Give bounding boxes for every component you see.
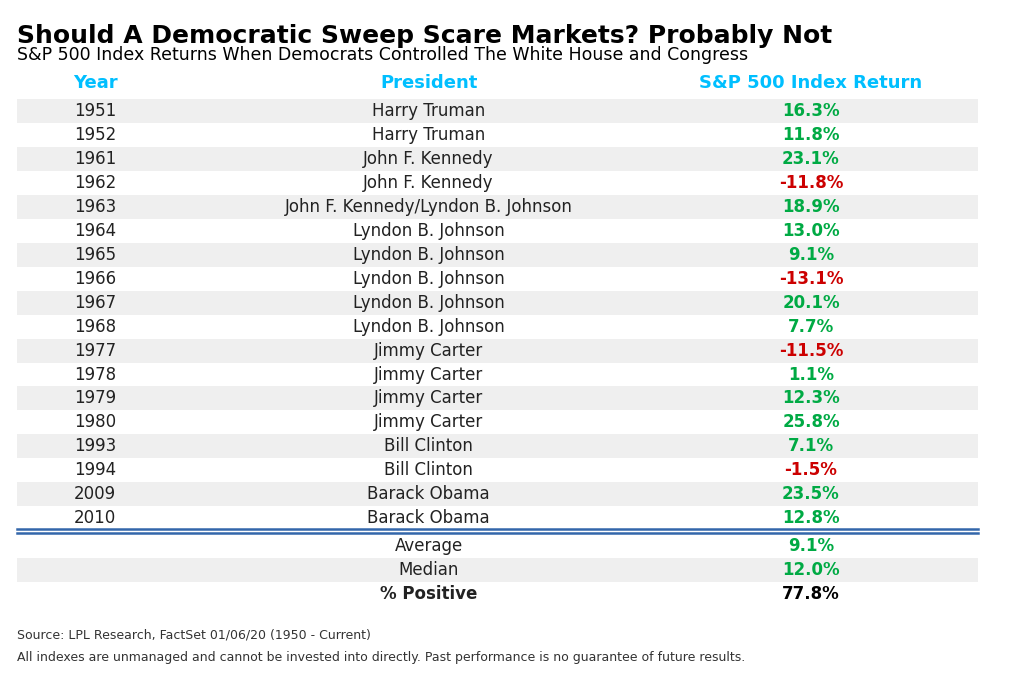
Text: Lyndon B. Johnson: Lyndon B. Johnson <box>352 318 505 335</box>
Text: 1966: 1966 <box>74 270 117 288</box>
Text: Source: LPL Research, FactSet 01/06/20 (1950 - Current): Source: LPL Research, FactSet 01/06/20 (… <box>16 628 371 641</box>
Text: Harry Truman: Harry Truman <box>372 126 485 144</box>
Text: Lyndon B. Johnson: Lyndon B. Johnson <box>352 222 505 240</box>
Bar <box>16 339 978 363</box>
Text: 1993: 1993 <box>74 437 117 456</box>
Bar <box>16 123 978 147</box>
Bar <box>16 243 978 267</box>
Bar <box>16 291 978 315</box>
Text: 13.0%: 13.0% <box>782 222 840 240</box>
Bar <box>16 506 978 530</box>
Bar <box>16 558 978 582</box>
Text: 1965: 1965 <box>74 246 117 264</box>
Text: 1961: 1961 <box>74 150 117 168</box>
Text: 1967: 1967 <box>74 294 117 311</box>
Text: % Positive: % Positive <box>380 585 477 603</box>
Text: Year: Year <box>73 73 118 92</box>
Text: 1978: 1978 <box>74 366 117 383</box>
Bar <box>16 219 978 243</box>
Text: 77.8%: 77.8% <box>782 585 840 603</box>
Text: Should A Democratic Sweep Scare Markets? Probably Not: Should A Democratic Sweep Scare Markets?… <box>16 24 831 48</box>
Text: 1963: 1963 <box>74 198 117 216</box>
Bar <box>16 315 978 339</box>
Text: President: President <box>380 73 477 92</box>
Text: -11.5%: -11.5% <box>779 342 843 359</box>
Text: Harry Truman: Harry Truman <box>372 102 485 120</box>
Text: Jimmy Carter: Jimmy Carter <box>374 366 483 383</box>
Text: All indexes are unmanaged and cannot be invested into directly. Past performance: All indexes are unmanaged and cannot be … <box>16 651 745 664</box>
Text: Barack Obama: Barack Obama <box>368 509 489 527</box>
Bar <box>16 386 978 410</box>
Text: 11.8%: 11.8% <box>782 126 840 144</box>
Text: -1.5%: -1.5% <box>784 461 838 480</box>
Text: 12.0%: 12.0% <box>782 561 840 579</box>
Text: 1968: 1968 <box>74 318 117 335</box>
Text: Jimmy Carter: Jimmy Carter <box>374 390 483 407</box>
Text: -13.1%: -13.1% <box>778 270 843 288</box>
Text: Median: Median <box>398 561 459 579</box>
Bar <box>16 410 978 434</box>
Text: 1.1%: 1.1% <box>788 366 834 383</box>
Text: 1962: 1962 <box>74 174 117 192</box>
Text: 7.1%: 7.1% <box>787 437 834 456</box>
Text: 2009: 2009 <box>74 485 117 503</box>
Text: Lyndon B. Johnson: Lyndon B. Johnson <box>352 294 505 311</box>
Text: 16.3%: 16.3% <box>782 102 840 120</box>
Bar <box>16 172 978 195</box>
Text: Bill Clinton: Bill Clinton <box>384 437 473 456</box>
Text: 23.5%: 23.5% <box>782 485 840 503</box>
Bar <box>16 147 978 172</box>
Bar <box>16 267 978 291</box>
Bar <box>16 99 978 123</box>
Text: -11.8%: -11.8% <box>779 174 843 192</box>
Bar <box>16 482 978 506</box>
Text: 12.3%: 12.3% <box>782 390 840 407</box>
Bar <box>16 195 978 219</box>
Text: 2010: 2010 <box>74 509 117 527</box>
Text: 20.1%: 20.1% <box>782 294 840 311</box>
Text: S&P 500 Index Returns When Democrats Controlled The White House and Congress: S&P 500 Index Returns When Democrats Con… <box>16 46 748 64</box>
Text: 1951: 1951 <box>74 102 117 120</box>
Bar <box>16 363 978 386</box>
Text: Lyndon B. Johnson: Lyndon B. Johnson <box>352 246 505 264</box>
Text: 1979: 1979 <box>74 390 117 407</box>
Text: 1964: 1964 <box>74 222 117 240</box>
Text: Lyndon B. Johnson: Lyndon B. Johnson <box>352 270 505 288</box>
Text: 23.1%: 23.1% <box>782 150 840 168</box>
Text: Jimmy Carter: Jimmy Carter <box>374 342 483 359</box>
Text: 1980: 1980 <box>74 414 117 431</box>
Text: Barack Obama: Barack Obama <box>368 485 489 503</box>
Text: John F. Kennedy: John F. Kennedy <box>364 150 494 168</box>
Text: 25.8%: 25.8% <box>782 414 840 431</box>
Text: 1977: 1977 <box>74 342 117 359</box>
Text: Bill Clinton: Bill Clinton <box>384 461 473 480</box>
Bar <box>16 434 978 458</box>
Text: S&P 500 Index Return: S&P 500 Index Return <box>699 73 923 92</box>
Text: 18.9%: 18.9% <box>782 198 840 216</box>
Text: John F. Kennedy: John F. Kennedy <box>364 174 494 192</box>
Text: 1952: 1952 <box>74 126 117 144</box>
Text: Average: Average <box>394 537 463 555</box>
Bar <box>16 458 978 482</box>
Text: 9.1%: 9.1% <box>787 246 834 264</box>
Text: 9.1%: 9.1% <box>787 537 834 555</box>
Text: 1994: 1994 <box>74 461 117 480</box>
Text: Jimmy Carter: Jimmy Carter <box>374 414 483 431</box>
Text: John F. Kennedy/Lyndon B. Johnson: John F. Kennedy/Lyndon B. Johnson <box>285 198 572 216</box>
Bar <box>16 582 978 606</box>
Text: 7.7%: 7.7% <box>787 318 835 335</box>
Bar <box>16 534 978 558</box>
Text: 12.8%: 12.8% <box>782 509 840 527</box>
